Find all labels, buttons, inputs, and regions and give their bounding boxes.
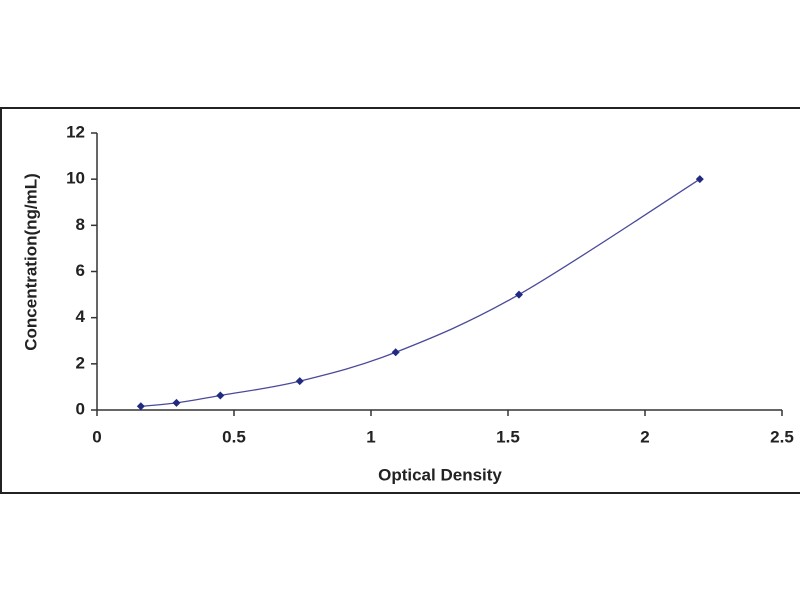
data-point [695,175,704,184]
y-axis-label: Concentration(ng/mL) [21,173,40,351]
x-tick-label: 2.5 [770,427,794,446]
data-point [172,398,181,407]
y-tick-label: 4 [76,307,86,326]
frame [0,107,800,494]
y-tick-label: 2 [76,353,85,372]
data-point [514,290,523,299]
data-point [216,391,225,400]
x-tick-label: 1.5 [496,427,520,446]
fit-curve [140,178,701,407]
data-point [295,377,304,386]
x-tick-label: 0 [92,427,101,446]
data-point [391,348,400,357]
y-tick-label: 12 [66,122,85,141]
y-tick-label: 6 [76,261,85,280]
x-tick-label: 2 [640,427,649,446]
y-tick-label: 8 [76,215,85,234]
y-tick-label: 10 [66,169,85,188]
x-tick-label: 1 [366,427,375,446]
x-tick-label: 0.5 [222,427,246,446]
x-axis-label: Optical Density [378,465,502,484]
y-tick-label: 0 [76,399,85,418]
data-point [136,402,145,411]
